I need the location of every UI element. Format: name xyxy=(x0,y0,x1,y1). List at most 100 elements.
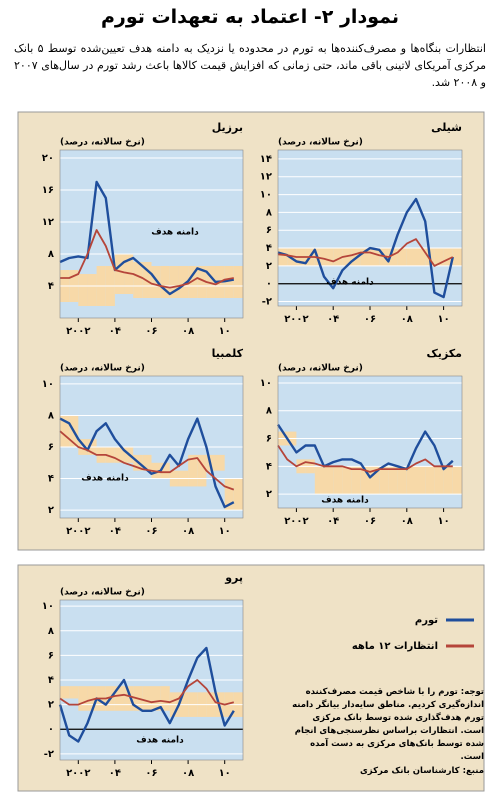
target-band xyxy=(151,686,161,711)
chart-title: مکزیک xyxy=(427,347,462,360)
y-tick-label: ۱۲ xyxy=(260,172,272,183)
target-band xyxy=(105,447,115,463)
y-tick-label: ۶ xyxy=(266,225,272,236)
target-band xyxy=(360,248,370,266)
band-label: دامنه هدف xyxy=(326,278,374,288)
target-band xyxy=(416,466,426,495)
target-band xyxy=(333,466,343,495)
y-tick-label: ۲ xyxy=(266,489,272,500)
target-band xyxy=(360,466,370,495)
y-tick-label: ۸ xyxy=(266,406,272,417)
x-tick-label: ۰۶ xyxy=(145,768,157,779)
target-band xyxy=(69,686,79,699)
series-line xyxy=(277,238,454,267)
series-line xyxy=(59,180,235,296)
target-band xyxy=(142,686,152,711)
target-band xyxy=(224,478,234,511)
x-tick-label: ۰۶ xyxy=(364,516,376,527)
y-tick-label: ۴ xyxy=(48,281,54,292)
target-band xyxy=(87,686,97,711)
y-tick-label: ۸ xyxy=(266,207,272,218)
x-tick-label: ۲۰۰۲ xyxy=(284,314,308,325)
y-tick-label: ۲ xyxy=(48,505,54,516)
target-band xyxy=(370,248,380,266)
chart-title: کلمبیا xyxy=(212,347,244,360)
y-tick-label: ۰ xyxy=(266,279,272,290)
target-band xyxy=(114,447,125,463)
target-band xyxy=(215,454,225,471)
target-band xyxy=(60,686,70,699)
x-tick-label: ۲۰۰۲ xyxy=(66,768,90,779)
x-tick-label: ۱۰ xyxy=(219,526,231,537)
target-band xyxy=(388,248,398,266)
target-band xyxy=(351,466,361,495)
x-tick-label: ۰۴ xyxy=(327,314,339,325)
plot-frame xyxy=(277,149,463,307)
plot-frame xyxy=(59,375,244,519)
target-band xyxy=(416,248,426,266)
x-tick-label: ۰۸ xyxy=(182,526,194,537)
target-band xyxy=(342,466,352,495)
y-tick-label: ۰ xyxy=(48,724,54,735)
target-band xyxy=(443,248,453,266)
target-band xyxy=(169,266,179,298)
target-band xyxy=(188,454,198,487)
y-axis-label: (نرخ سالانه، درصد) xyxy=(60,588,145,598)
chart-title: پرو xyxy=(224,571,243,584)
x-tick-label: ۰۴ xyxy=(109,526,121,537)
y-tick-label: ۱۶ xyxy=(42,185,54,196)
y-axis-label: (نرخ سالانه، درصد) xyxy=(60,364,145,374)
target-band xyxy=(443,466,453,495)
chart-title: شیلی xyxy=(431,121,462,134)
x-tick-label: ۰۴ xyxy=(109,768,121,779)
target-band xyxy=(314,248,324,266)
legend-label: انتظارات ۱۲ ماهه xyxy=(352,641,438,652)
x-tick-label: ۱۰ xyxy=(219,326,231,337)
target-band xyxy=(160,462,170,479)
target-band xyxy=(78,274,88,306)
y-tick-label: ۴ xyxy=(48,675,54,686)
x-tick-label: ۰۶ xyxy=(364,314,376,325)
y-axis-label: (نرخ سالانه، درصد) xyxy=(60,138,145,148)
x-tick-label: ۰۴ xyxy=(327,516,339,527)
y-tick-label: -۲ xyxy=(262,297,272,308)
target-band xyxy=(160,266,170,298)
plot-area xyxy=(278,150,462,306)
x-tick-label: ۰۶ xyxy=(145,526,157,537)
target-band xyxy=(324,466,334,495)
y-tick-label: ۶ xyxy=(48,650,54,661)
y-tick-label: ۱۰ xyxy=(260,378,272,389)
x-tick-label: ۰۸ xyxy=(401,516,413,527)
y-tick-label: ۴ xyxy=(48,474,54,485)
target-band xyxy=(388,466,398,495)
band-label: دامنه هدف xyxy=(321,496,369,506)
target-band xyxy=(434,466,444,495)
series-line xyxy=(59,430,235,491)
legend-label: تورم xyxy=(415,615,438,626)
y-tick-label: ۸ xyxy=(48,410,54,421)
y-axis-label: (نرخ سالانه، درصد) xyxy=(278,138,363,148)
y-axis-label: (نرخ سالانه، درصد) xyxy=(278,364,363,374)
plot-frame xyxy=(277,375,463,509)
x-tick-label: ۰۸ xyxy=(182,768,194,779)
x-tick-label: ۰۴ xyxy=(109,326,121,337)
y-tick-label: ۴ xyxy=(266,243,272,254)
y-tick-label: ۱۴ xyxy=(260,154,272,165)
target-band xyxy=(114,686,125,711)
target-band xyxy=(406,248,416,266)
target-band xyxy=(224,266,234,298)
x-tick-label: ۰۶ xyxy=(145,326,157,337)
y-tick-label: ۶ xyxy=(48,442,54,453)
source: منبع: کارشناسان بانک مرکزی xyxy=(360,766,484,776)
plot-frame xyxy=(59,149,244,319)
target-band xyxy=(197,266,207,298)
target-band xyxy=(188,266,198,298)
target-band xyxy=(133,262,143,298)
chart-title: برزیل xyxy=(212,121,243,134)
target-band xyxy=(434,248,444,266)
series-line xyxy=(277,445,453,473)
target-band xyxy=(397,248,407,266)
x-tick-label: ۲۰۰۲ xyxy=(66,326,90,337)
